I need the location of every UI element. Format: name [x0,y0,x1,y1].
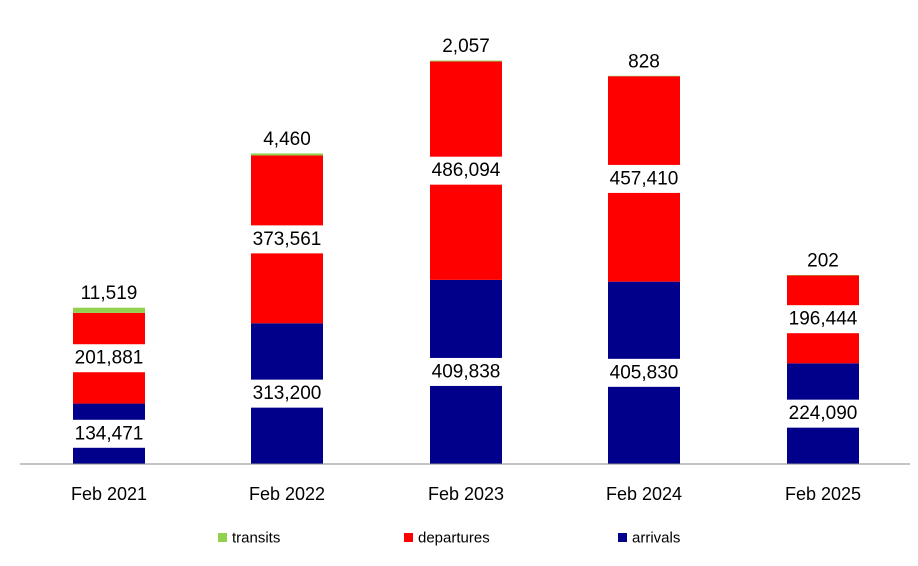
data-label-departures-0: 201,881 [75,348,144,369]
category-label-0: Feb 2021 [71,484,147,504]
bar-transits-1 [251,153,323,156]
data-label-arrivals-4: 224,090 [789,403,858,424]
bar-transits-3 [608,75,680,77]
data-label-transits-3: 828 [628,51,660,72]
data-label-arrivals-3: 405,830 [610,362,679,383]
bar-transits-2 [430,60,502,62]
data-label-arrivals-2: 409,838 [432,361,501,382]
category-label-1: Feb 2022 [249,484,325,504]
bar-transits-0 [73,307,145,313]
legend: transits departures arrivals [218,530,680,547]
bar-transits-4 [787,274,859,276]
legend-swatch-transits [218,533,227,542]
data-label-transits-0: 11,519 [81,283,138,304]
data-label-bg [244,379,330,408]
data-labels-layer: 134,471 201,881 11,519 313,200 373,561 4,460 4… [66,36,866,448]
data-label-transits-4: 202 [807,250,839,271]
data-label-bg [780,399,866,428]
data-label-bg [423,357,509,386]
data-label-departures-3: 457,410 [610,168,679,189]
data-label-departures-1: 373,561 [253,229,322,250]
data-label-departures-4: 196,444 [789,309,858,330]
data-label-bg [66,419,152,448]
data-label-departures-2: 486,094 [432,160,501,181]
data-label-bg [66,344,152,373]
legend-label-departures: departures [418,530,490,547]
category-label-2: Feb 2023 [428,484,504,504]
data-label-bg [423,156,509,185]
category-label-3: Feb 2024 [606,484,682,504]
legend-swatch-arrivals [618,533,627,542]
data-label-bg [601,358,687,387]
legend-label-arrivals: arrivals [632,530,680,547]
data-label-transits-2: 2,057 [442,36,490,57]
category-labels-layer: Feb 2021 Feb 2022 Feb 2023 Feb 2024 Feb 2025 [71,484,861,504]
legend-label-transits: transits [232,530,280,547]
data-label-arrivals-0: 134,471 [75,423,144,444]
legend-swatch-departures [404,533,413,542]
data-label-bg [780,305,866,334]
bars-layer [73,60,859,464]
category-label-4: Feb 2025 [785,484,861,504]
data-label-transits-1: 4,460 [263,129,311,150]
data-label-bg [601,164,687,193]
data-label-bg [244,225,330,254]
data-label-arrivals-1: 313,200 [253,383,322,404]
